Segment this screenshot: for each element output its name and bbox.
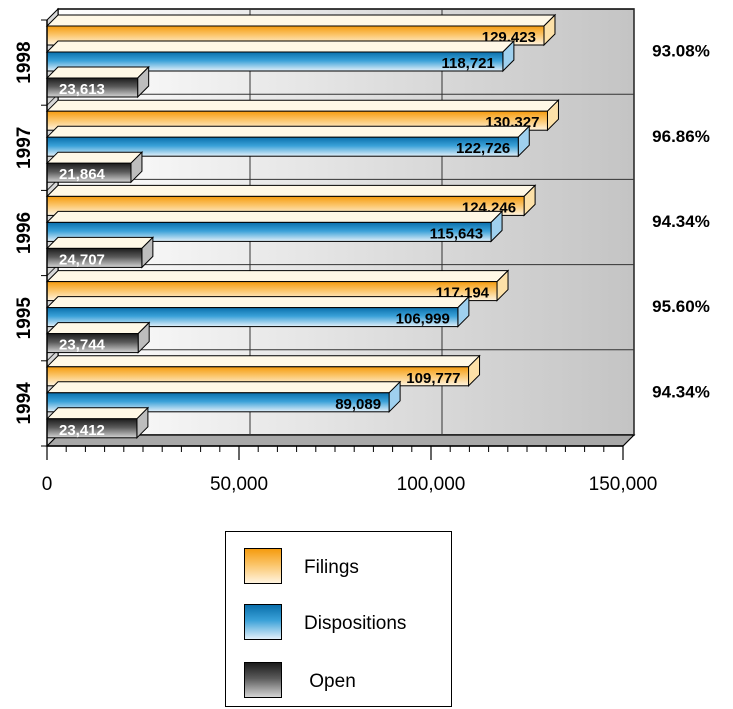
category-label-1997: 1997 — [14, 127, 35, 169]
category-label-1994: 1994 — [14, 382, 35, 425]
bar-top-face — [45, 66, 150, 79]
x-tick-label: 100,000 — [397, 474, 466, 495]
legend-label-open: Open — [304, 671, 356, 692]
right-annotation-1997: 96.86% — [652, 127, 710, 146]
data-label-open-1997: 21,864 — [59, 166, 106, 183]
data-label-dispositions-1998: 118,721 — [441, 55, 494, 72]
legend-item-filings: Filings — [244, 548, 444, 584]
bar-top-face — [45, 381, 402, 394]
bar-top-face — [45, 322, 151, 335]
legend-item-open: Open — [244, 662, 444, 698]
data-label-open-1996: 24,707 — [59, 251, 105, 268]
bar-top-face — [45, 270, 510, 283]
category-label-1995: 1995 — [14, 297, 35, 340]
data-label-filings-1994: 109,777 — [406, 370, 460, 387]
data-label-open-1998: 23,613 — [59, 81, 105, 98]
bar-top-face — [45, 210, 504, 223]
bar-top-face — [45, 236, 155, 249]
legend-item-dispositions: Dispositions — [244, 604, 444, 640]
x-tick-label: 50,000 — [210, 474, 268, 495]
legend-label-dispositions: Dispositions — [304, 613, 407, 634]
data-label-open-1994: 23,412 — [59, 422, 105, 439]
right-annotation-1994: 94.34% — [652, 382, 710, 401]
legend: Filings Dispositions Open — [225, 531, 452, 707]
bar-top-face — [45, 151, 144, 164]
legend-swatch-open — [244, 662, 282, 698]
x-tick-label: 150,000 — [589, 474, 658, 495]
data-label-dispositions-1997: 122,726 — [456, 140, 510, 157]
category-label-1998: 1998 — [14, 41, 35, 83]
data-label-dispositions-1994: 89,089 — [335, 396, 381, 413]
right-annotation-1996: 94.34% — [652, 212, 710, 231]
bar-top-face — [45, 125, 531, 138]
right-annotation-1998: 93.08% — [652, 42, 710, 61]
bar-top-face — [45, 184, 537, 197]
legend-swatch-dispositions — [244, 604, 282, 640]
legend-swatch-filings — [244, 548, 282, 584]
category-label-1996: 1996 — [14, 212, 35, 254]
x-tick-label: 0 — [42, 474, 53, 495]
bar-top-face — [45, 355, 481, 368]
data-label-dispositions-1995: 106,999 — [396, 311, 450, 328]
bar-top-face — [45, 99, 560, 112]
bar-top-face — [45, 40, 516, 53]
bar-top-face — [45, 296, 471, 309]
legend-label-filings: Filings — [304, 557, 359, 578]
data-label-open-1995: 23,744 — [59, 337, 106, 354]
data-label-dispositions-1996: 115,643 — [430, 225, 483, 242]
right-annotation-1995: 95.60% — [652, 297, 710, 316]
bar-top-face — [45, 407, 150, 420]
bar-top-face — [45, 14, 557, 27]
